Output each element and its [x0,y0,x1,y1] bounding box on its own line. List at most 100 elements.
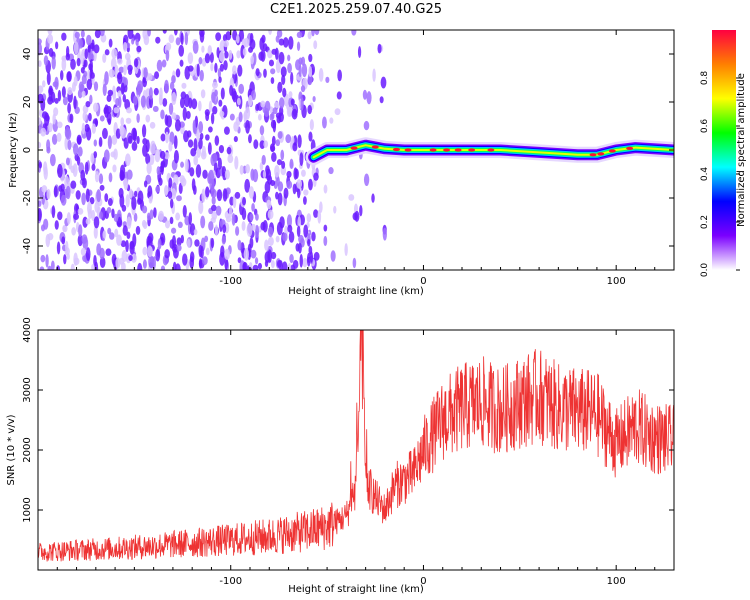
noise-speckle [117,71,123,85]
noise-speckle [351,30,357,36]
noise-speckle [260,221,266,231]
noise-speckle [85,188,90,203]
noise-speckle [149,140,156,155]
noise-speckle [42,80,46,88]
noise-speckle [276,159,283,166]
noise-speckle [199,30,205,38]
noise-speckle [111,134,118,146]
noise-speckle [38,60,42,68]
noise-speckle [65,52,70,61]
noise-speckle [93,44,100,54]
noise-speckle [127,64,133,72]
noise-speckle [211,91,216,104]
noise-speckle [113,213,119,222]
noise-speckle [125,239,129,253]
noise-speckle [98,211,104,219]
noise-speckle [363,120,370,131]
noise-speckle [179,59,184,67]
noise-speckle [73,95,77,110]
snr-y-ticks: 1000 2000 3000 4000 [22,317,674,523]
noise-speckle [117,90,122,99]
noise-speckle [303,196,307,205]
noise-speckle [268,59,275,67]
noise-speckle [276,115,282,124]
noise-speckle [85,100,91,108]
noise-speckle [223,126,230,135]
noise-speckle [71,227,77,236]
noise-speckle [212,152,218,164]
noise-speckle [282,37,289,48]
noise-speckle [301,63,308,78]
noise-speckle [299,152,304,167]
noise-speckle [123,178,129,191]
noise-speckle [77,146,83,157]
noise-speckle [298,234,304,244]
noise-speckle [78,81,84,93]
noise-speckle [205,134,210,141]
noise-speckle [210,237,215,249]
noise-speckle [169,198,174,209]
noise-speckle [249,213,254,221]
noise-speckle [107,118,112,125]
noise-speckle [153,87,159,96]
noise-speckle [277,192,283,206]
noise-speckle [224,51,229,59]
noise-speckle [174,119,181,132]
noise-speckle [250,55,255,65]
noise-speckle [112,164,117,173]
noise-speckle [270,77,275,84]
noise-speckle [43,55,49,66]
colorbar-label: Normalized spectral amplitude [736,73,747,227]
noise-speckle [102,230,107,239]
noise-speckle [199,132,204,140]
noise-speckle [348,194,355,201]
noise-speckle [209,52,214,64]
noise-speckle [126,107,132,114]
noise-speckle [313,251,320,261]
noise-speckle [238,111,243,123]
noise-speckle [56,265,61,270]
noise-speckle [92,102,99,113]
y-tick-label: 4000 [22,317,33,342]
noise-speckle [51,205,56,219]
noise-speckle [301,169,306,177]
noise-speckle [313,209,319,218]
noise-speckle [194,239,200,247]
noise-speckle [156,59,163,72]
noise-speckle [208,169,215,184]
noise-speckle [118,96,122,108]
noise-speckle [221,235,227,245]
snr-marks [38,330,674,562]
noise-speckle [269,106,274,114]
noise-speckle [103,149,110,163]
noise-speckle [70,180,77,189]
noise-speckle [333,205,337,214]
noise-speckle [186,238,191,248]
noise-speckle [147,245,153,258]
noise-speckle [233,121,239,132]
noise-speckle [147,232,154,243]
noise-speckle [177,221,183,229]
noise-speckle [328,167,334,175]
noise-speckle [146,162,152,175]
noise-speckle [271,152,277,163]
noise-speckle [218,76,222,84]
noise-speckle [56,241,61,255]
noise-speckle [264,239,269,251]
noise-speckle [148,196,153,204]
noise-speckle [111,208,115,219]
noise-speckle [286,170,292,178]
noise-speckle [323,184,328,194]
noise-speckle [105,105,112,115]
noise-speckle [124,153,131,167]
noise-speckle [38,42,43,56]
noise-speckle [224,248,231,261]
noise-speckle [145,153,151,165]
noise-speckle [168,177,173,189]
noise-speckle [119,169,125,182]
noise-speckle [61,236,66,245]
noise-speckle [133,58,139,68]
noise-speckle [229,113,235,121]
noise-speckle [164,185,169,196]
